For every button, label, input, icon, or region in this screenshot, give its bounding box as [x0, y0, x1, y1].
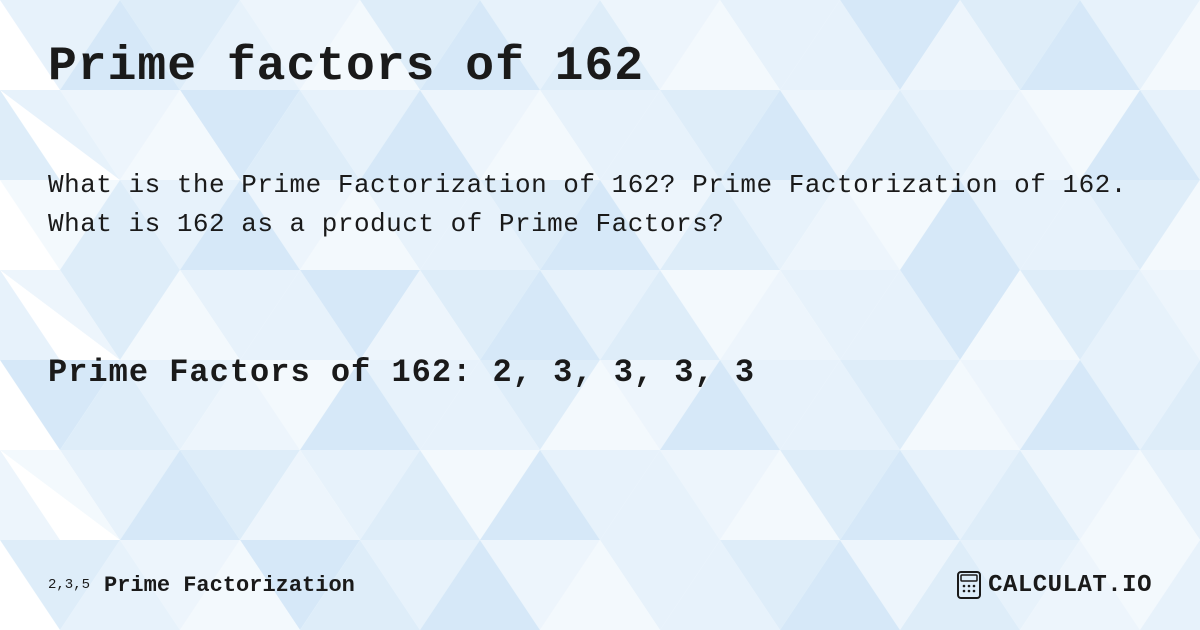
page-title: Prime factors of 162 — [48, 40, 1152, 94]
description-text: What is the Prime Factorization of 162? … — [48, 166, 1152, 244]
result-text: Prime Factors of 162: 2, 3, 3, 3, 3 — [48, 354, 1152, 391]
footer-nums: 2,3,5 — [48, 577, 90, 593]
content-area: Prime factors of 162 What is the Prime F… — [0, 0, 1200, 630]
footer-left: 2,3,5 Prime Factorization — [48, 573, 355, 598]
footer-label: Prime Factorization — [104, 573, 355, 598]
footer: 2,3,5 Prime Factorization CALCULAT.IO — [48, 570, 1152, 600]
calculator-icon — [956, 570, 982, 600]
brand-text: CALCULAT.IO — [988, 572, 1152, 599]
footer-brand: CALCULAT.IO — [956, 570, 1152, 600]
